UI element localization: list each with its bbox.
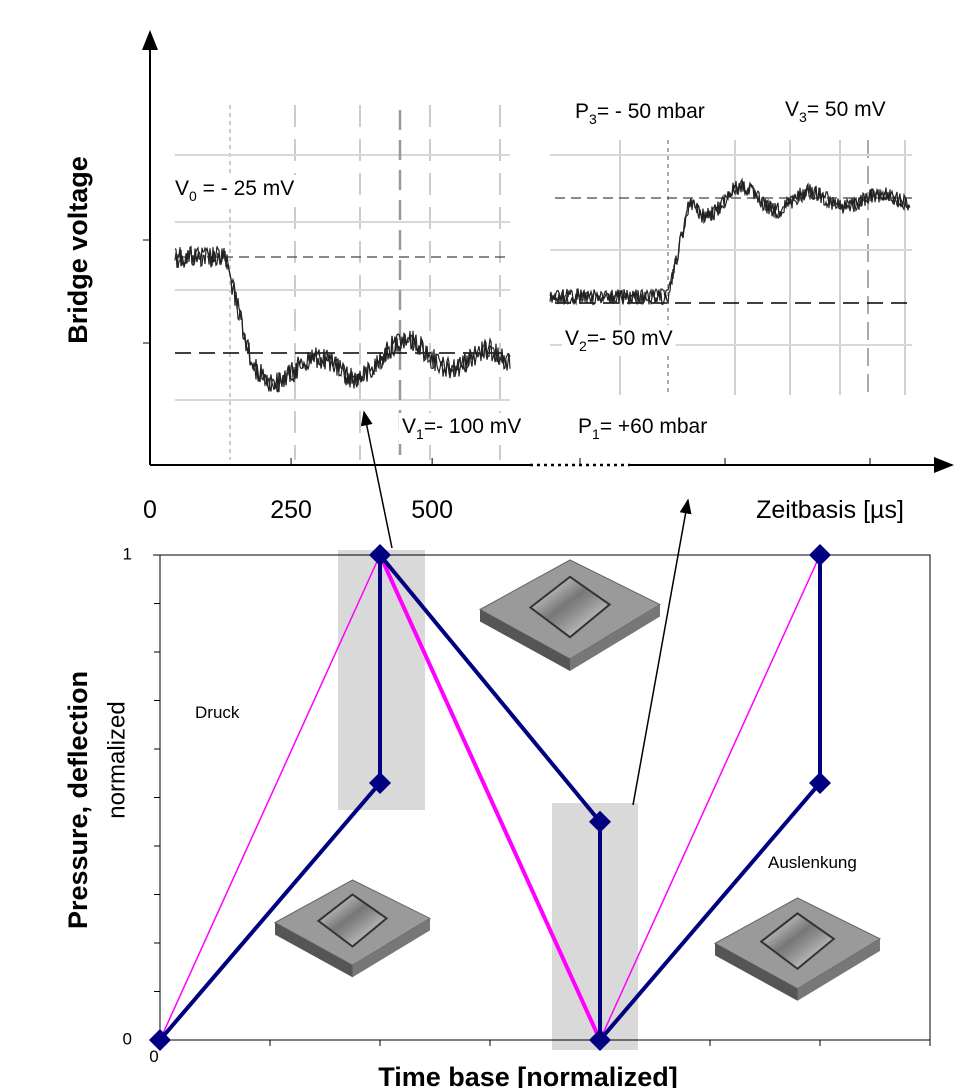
x-tick-label: 0 <box>149 1047 158 1066</box>
y-axis-subtitle: normalized <box>103 701 130 818</box>
series-label: Auslenkung <box>768 853 857 872</box>
inset-left <box>175 105 510 460</box>
symbol: V <box>175 177 189 200</box>
value-text: = - 25 mV <box>197 177 294 200</box>
y-tick-label: 0 <box>123 1029 132 1048</box>
subscript: 3 <box>589 111 597 127</box>
y-axis-title: Pressure, deflection <box>63 671 93 929</box>
x-axis-title: Zeitbasis [µs] <box>756 496 904 524</box>
annotation: P3= - 50 mbar <box>572 98 708 129</box>
symbol: P <box>575 100 589 123</box>
subscript: 0 <box>189 188 197 204</box>
annotation: V2=- 50 mV <box>562 325 676 356</box>
subscript: 1 <box>416 426 424 442</box>
annotation: P1= +60 mbar <box>575 413 710 444</box>
x-tick-label: 500 <box>411 496 453 524</box>
symbol: V <box>402 415 416 438</box>
annotation: V1=- 100 mV <box>399 413 524 444</box>
x-axis-title: Time base [normalized] <box>378 1062 678 1088</box>
value-text: =- 50 mV <box>587 327 673 350</box>
subscript: 1 <box>592 426 600 442</box>
page: Bridge voltage Zeitbasis [µs] Pressure, … <box>0 0 967 1088</box>
symbol: V <box>785 98 799 121</box>
x-tick-label: 0 <box>143 496 157 524</box>
marker <box>809 544 831 566</box>
arrow <box>633 500 688 805</box>
value-text: = - 50 mbar <box>597 100 705 123</box>
figure: Bridge voltage Zeitbasis [µs] Pressure, … <box>0 0 967 1088</box>
x-tick-label: 250 <box>270 496 312 524</box>
oscilloscope-insets <box>175 105 912 460</box>
annotation: V3= 50 mV <box>782 96 889 127</box>
y-axis-title: Bridge voltage <box>63 156 93 344</box>
value-text: =- 100 mV <box>424 415 521 438</box>
subscript: 3 <box>799 109 807 125</box>
annotation: V0 = - 25 mV <box>172 175 297 206</box>
value-text: = +60 mbar <box>600 415 707 438</box>
symbol: P <box>578 415 592 438</box>
subscript: 2 <box>579 338 587 354</box>
value-text: = 50 mV <box>807 98 886 121</box>
series-label: Druck <box>195 703 240 722</box>
symbol: V <box>565 327 579 350</box>
y-tick-label: 1 <box>123 544 132 563</box>
